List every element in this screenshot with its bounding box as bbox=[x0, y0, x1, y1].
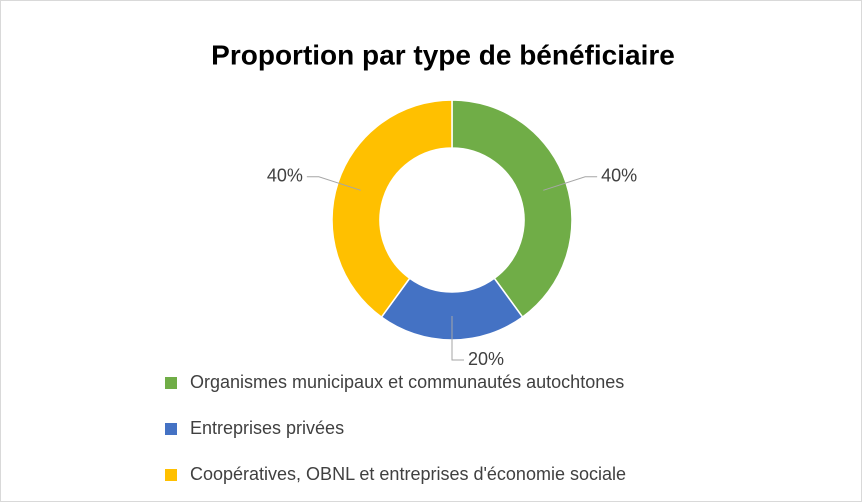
legend-swatch bbox=[165, 423, 177, 435]
legend-swatch bbox=[165, 469, 177, 481]
data-label: 40% bbox=[601, 165, 637, 185]
chart-title: Proportion par type de bénéficiaire bbox=[211, 39, 675, 70]
leader-line bbox=[451, 316, 464, 361]
leader-line bbox=[543, 176, 598, 191]
donut-slice bbox=[451, 99, 573, 319]
leader-line bbox=[306, 176, 361, 191]
data-label: 20% bbox=[468, 349, 504, 369]
legend-label: Organismes municipaux et communautés aut… bbox=[190, 372, 624, 392]
legend-swatch bbox=[165, 377, 177, 389]
legend-label: Coopératives, OBNL et entreprises d'écon… bbox=[190, 464, 626, 484]
data-label: 40% bbox=[267, 165, 303, 185]
legend-label: Entreprises privées bbox=[190, 418, 344, 438]
donut-slice bbox=[331, 99, 453, 319]
